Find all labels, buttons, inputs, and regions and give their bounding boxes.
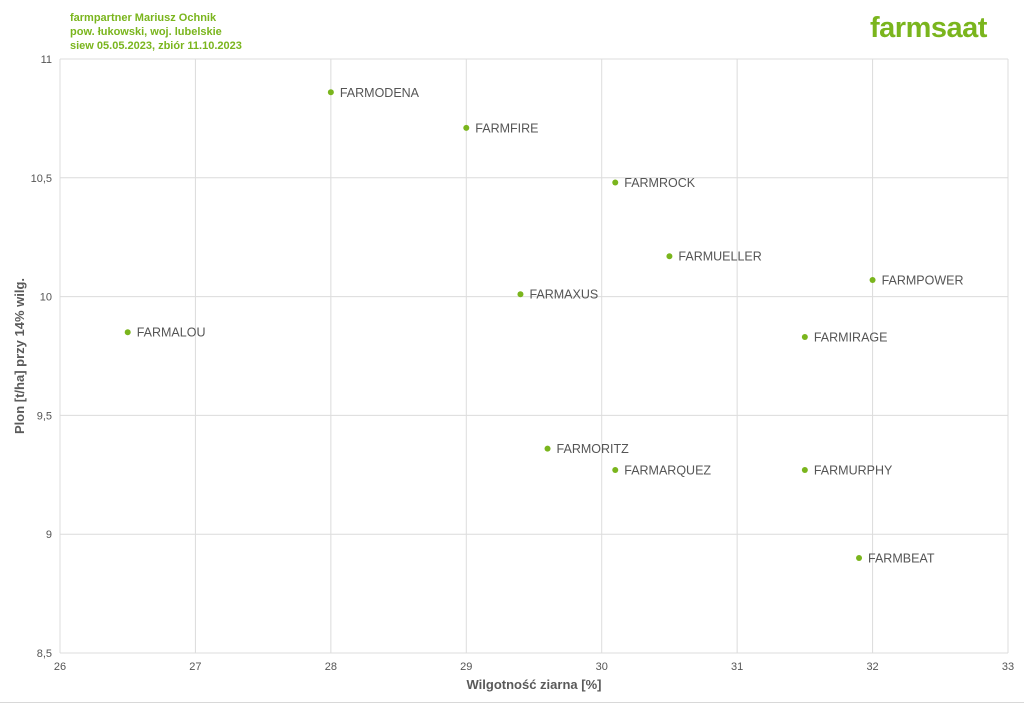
- data-point: [124, 329, 131, 336]
- data-point: [856, 554, 863, 561]
- page-divider: [0, 702, 1024, 703]
- y-tick-label: 9,5: [37, 410, 52, 422]
- trial-dates: siew 05.05.2023, zbiór 11.10.2023: [70, 40, 242, 52]
- x-tick-label: 30: [596, 661, 608, 673]
- data-point-label: FARMUELLER: [678, 250, 761, 264]
- x-tick-label: 26: [54, 661, 66, 673]
- y-tick-label: 10: [40, 292, 52, 304]
- data-point-label: FARMORITZ: [557, 442, 630, 456]
- grid: [59, 58, 1009, 654]
- data-point-label: FARMPOWER: [882, 273, 964, 287]
- data-point: [801, 333, 808, 340]
- data-point: [801, 467, 808, 474]
- data-point-label: FARMODENA: [340, 86, 420, 100]
- data-point: [612, 467, 619, 474]
- data-point: [463, 124, 470, 131]
- data-point-label: FARMBEAT: [868, 551, 935, 565]
- data-point: [612, 179, 619, 186]
- x-tick-label: 31: [731, 661, 743, 673]
- data-points: FARMODENA FARMFIRE FARMROCK FARMUELLER FARMP…: [124, 86, 964, 565]
- y-axis-ticks: 8,5 9 9,5 10 10,5 11: [31, 54, 52, 660]
- y-tick-label: 8,5: [37, 648, 52, 660]
- data-point-label: FARMROCK: [624, 176, 696, 190]
- data-point: [869, 276, 876, 283]
- data-point-label: FARMFIRE: [475, 121, 538, 135]
- farmsaat-logo: farmsaat: [870, 12, 987, 44]
- data-point-label: FARMAXUS: [529, 288, 598, 302]
- x-tick-label: 28: [325, 661, 337, 673]
- data-point-label: FARMALOU: [137, 326, 206, 340]
- x-tick-label: 32: [866, 661, 878, 673]
- data-point-label: FARMURPHY: [814, 464, 893, 478]
- x-tick-label: 27: [189, 661, 201, 673]
- y-tick-label: 9: [46, 529, 52, 541]
- y-axis-label: Plon [t/ha] przy 14% wilg.: [12, 278, 27, 434]
- trial-info: farmpartner Mariusz Ochnik pow. łukowski…: [70, 11, 242, 53]
- data-point: [327, 89, 334, 96]
- trial-location: pow. łukowski, woj. lubelskie: [70, 26, 222, 38]
- trial-farmer: farmpartner Mariusz Ochnik: [70, 12, 217, 24]
- data-point: [666, 253, 673, 260]
- y-tick-label: 11: [41, 54, 52, 66]
- data-point-label: FARMIRAGE: [814, 330, 888, 344]
- x-tick-label: 33: [1002, 661, 1014, 673]
- x-axis-ticks: 26 27 28 29 30 31 32 33: [54, 661, 1014, 673]
- x-tick-label: 29: [460, 661, 472, 673]
- data-point: [517, 291, 524, 298]
- x-axis-label: Wilgotność ziarna [%]: [467, 677, 602, 692]
- data-point-label: FARMARQUEZ: [624, 464, 711, 478]
- data-point: [544, 445, 551, 452]
- y-tick-label: 10,5: [31, 173, 52, 185]
